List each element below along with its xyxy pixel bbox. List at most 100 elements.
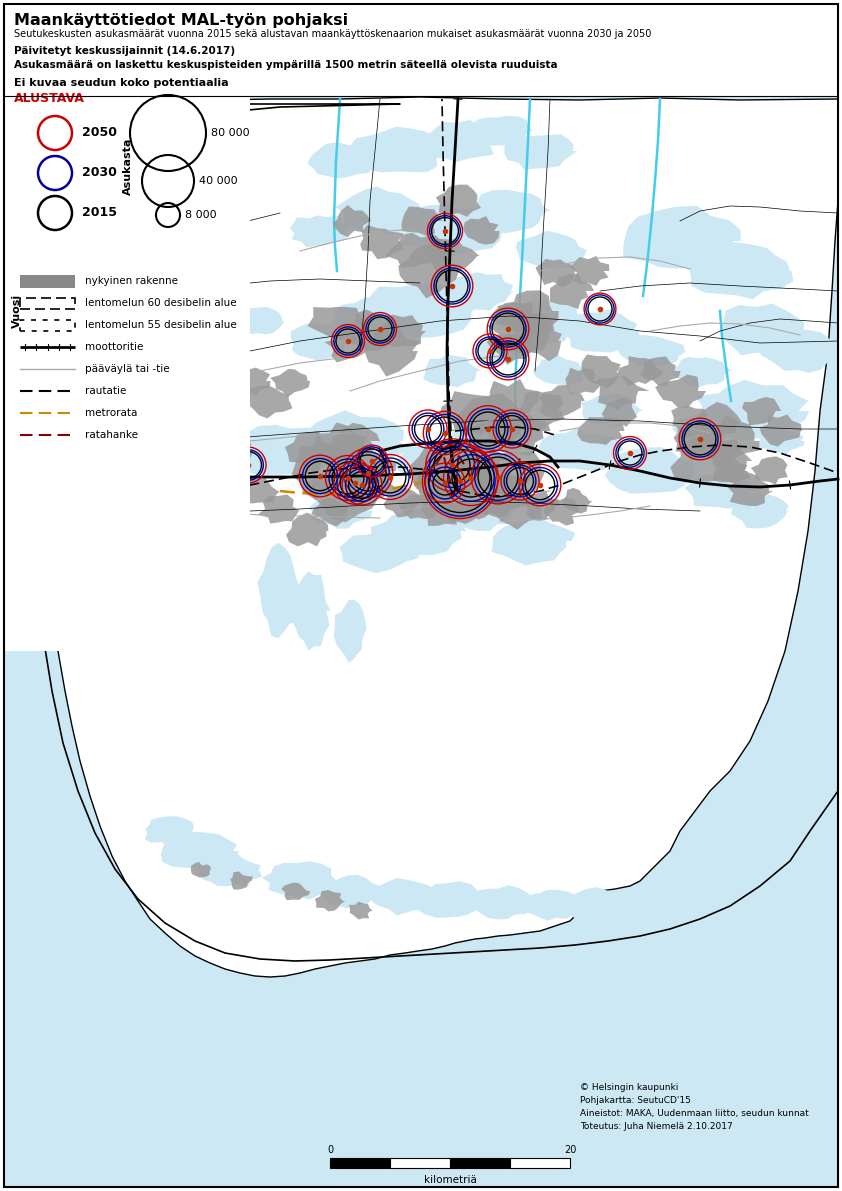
Polygon shape (386, 233, 446, 268)
Polygon shape (420, 120, 498, 162)
Polygon shape (281, 883, 310, 900)
Polygon shape (457, 393, 533, 450)
Text: 2015: 2015 (82, 206, 117, 219)
Polygon shape (402, 206, 442, 236)
Text: © Helsingin kaupunki: © Helsingin kaupunki (580, 1083, 679, 1092)
Text: Vuosi: Vuosi (12, 294, 22, 328)
Polygon shape (640, 356, 680, 386)
Text: Toteutus: Juha Niemelä 2.10.2017: Toteutus: Juha Niemelä 2.10.2017 (580, 1122, 733, 1131)
Polygon shape (673, 414, 728, 445)
Polygon shape (105, 328, 136, 355)
Polygon shape (335, 186, 425, 235)
Polygon shape (232, 425, 332, 475)
Text: Päivitetyt keskussijainnit (14.6.2017): Päivitetyt keskussijainnit (14.6.2017) (14, 46, 235, 56)
Polygon shape (674, 422, 721, 461)
Polygon shape (488, 308, 554, 354)
Polygon shape (669, 357, 732, 388)
Text: 20: 20 (564, 1145, 576, 1155)
Polygon shape (112, 369, 196, 413)
Polygon shape (504, 135, 578, 169)
Polygon shape (198, 854, 262, 886)
Polygon shape (286, 512, 328, 547)
Polygon shape (39, 382, 142, 437)
Polygon shape (258, 543, 301, 638)
Text: ALUSTAVA: ALUSTAVA (14, 92, 85, 105)
Polygon shape (477, 451, 546, 495)
Polygon shape (411, 881, 488, 917)
Polygon shape (623, 206, 741, 270)
Polygon shape (479, 475, 534, 517)
Polygon shape (490, 301, 540, 333)
Polygon shape (565, 310, 640, 353)
Polygon shape (398, 244, 463, 298)
Polygon shape (544, 498, 581, 525)
Polygon shape (685, 473, 759, 509)
Polygon shape (397, 494, 439, 519)
Polygon shape (451, 441, 514, 481)
Polygon shape (471, 116, 533, 145)
Text: Seutukeskusten asukasmäärät vuonna 2015 sekä alustavan maankäyttöskenaarion muka: Seutukeskusten asukasmäärät vuonna 2015 … (14, 29, 652, 39)
Polygon shape (232, 368, 270, 395)
Polygon shape (307, 307, 366, 339)
Polygon shape (383, 487, 422, 517)
Polygon shape (520, 491, 560, 520)
Polygon shape (670, 432, 752, 482)
Bar (20, 298, 75, 308)
Polygon shape (484, 379, 540, 422)
Polygon shape (467, 189, 551, 233)
Polygon shape (68, 343, 180, 400)
Polygon shape (759, 414, 802, 447)
Polygon shape (436, 185, 481, 217)
Polygon shape (565, 368, 600, 394)
Polygon shape (760, 329, 838, 373)
Text: pääväylä tai -tie: pääväylä tai -tie (85, 364, 169, 374)
Text: rautatie: rautatie (85, 386, 126, 395)
Polygon shape (129, 397, 168, 424)
Polygon shape (578, 417, 625, 445)
Text: metrorata: metrorata (85, 409, 137, 418)
Polygon shape (440, 273, 513, 311)
Polygon shape (728, 472, 773, 506)
Polygon shape (467, 885, 532, 919)
Polygon shape (618, 335, 686, 369)
Polygon shape (562, 488, 592, 513)
Polygon shape (423, 355, 482, 387)
Polygon shape (309, 423, 368, 468)
Text: ratahanke: ratahanke (85, 430, 138, 439)
Polygon shape (742, 397, 781, 425)
Polygon shape (516, 231, 589, 269)
Polygon shape (697, 401, 741, 439)
Text: 2050: 2050 (82, 126, 117, 139)
Polygon shape (234, 307, 284, 335)
Polygon shape (370, 878, 436, 916)
Polygon shape (413, 464, 472, 506)
Polygon shape (514, 323, 562, 361)
Polygon shape (671, 406, 711, 438)
Polygon shape (421, 493, 466, 526)
Bar (450, 1158, 510, 1168)
Polygon shape (4, 96, 838, 977)
Polygon shape (430, 473, 499, 518)
Polygon shape (209, 436, 253, 467)
Polygon shape (539, 385, 585, 418)
Bar (330, 1158, 390, 1168)
Polygon shape (324, 329, 372, 362)
Polygon shape (349, 126, 449, 173)
Polygon shape (477, 337, 524, 363)
Polygon shape (416, 450, 505, 520)
Text: 40 000: 40 000 (199, 176, 237, 186)
Polygon shape (304, 466, 400, 523)
Polygon shape (104, 413, 156, 449)
Polygon shape (488, 412, 551, 456)
Polygon shape (487, 333, 532, 364)
Polygon shape (270, 369, 310, 398)
Polygon shape (703, 414, 759, 467)
Text: 8 000: 8 000 (185, 210, 216, 220)
Polygon shape (621, 890, 680, 922)
Polygon shape (381, 314, 426, 347)
Text: 80 000: 80 000 (211, 127, 249, 138)
Polygon shape (498, 291, 559, 331)
Polygon shape (515, 391, 565, 431)
Polygon shape (396, 205, 502, 260)
Polygon shape (145, 816, 196, 847)
